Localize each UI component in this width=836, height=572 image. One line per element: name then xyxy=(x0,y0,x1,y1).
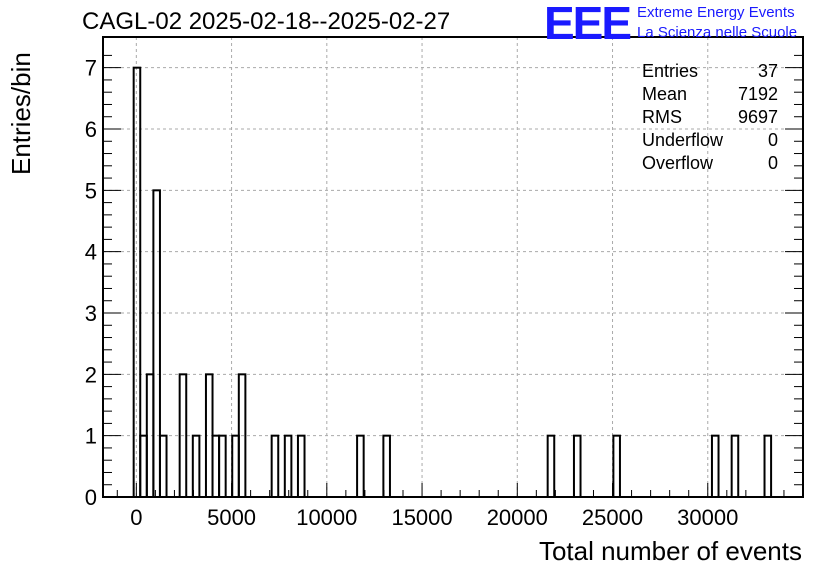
histogram-bin xyxy=(270,434,280,498)
stat-row-overflow: Overflow 0 xyxy=(642,152,778,175)
y-tick-label: 2 xyxy=(85,362,97,387)
histogram-bin xyxy=(710,434,720,498)
stat-value: 9697 xyxy=(737,107,778,127)
histogram-bin xyxy=(356,434,365,498)
logo-subtitle-line1: Extreme Energy Events xyxy=(637,4,795,21)
y-tick-label: 7 xyxy=(85,56,97,81)
stat-row-entries: Entries 37 xyxy=(642,60,778,83)
y-tick-label: 1 xyxy=(85,424,97,449)
histogram-bin xyxy=(296,434,306,498)
histogram-bin xyxy=(283,434,293,498)
grid-lines xyxy=(103,37,803,498)
histogram-bin xyxy=(218,434,227,498)
stat-row-rms: RMS 9697 xyxy=(642,106,778,129)
x-tick-label: 5000 xyxy=(207,505,256,530)
stat-label: Underflow xyxy=(642,130,724,150)
histogram-bin xyxy=(572,434,582,498)
stat-row-underflow: Underflow 0 xyxy=(642,129,778,152)
stat-value: 7192 xyxy=(737,84,778,104)
tick-labels: 0 5000 10000 15000 20000 25000 30000 0 1 2 3 4 5 6 7 xyxy=(85,56,739,530)
histogram-bins xyxy=(132,66,773,499)
stat-value: 37 xyxy=(757,61,778,81)
y-tick-label: 5 xyxy=(85,178,97,203)
y-tick-label: 6 xyxy=(85,117,97,142)
x-tick-label: 25000 xyxy=(582,505,643,530)
x-tick-label: 0 xyxy=(130,505,142,530)
plot-frame xyxy=(102,36,804,498)
histogram-bin xyxy=(612,434,621,498)
histogram-bin xyxy=(191,434,201,498)
y-axis-label: Entries/bin xyxy=(6,52,36,175)
y-tick-label: 4 xyxy=(85,240,97,265)
y-tick-label: 3 xyxy=(85,301,97,326)
stat-label: RMS xyxy=(642,107,682,127)
histogram-bin xyxy=(158,434,168,498)
stat-row-mean: Mean 7192 xyxy=(642,83,778,106)
x-tick-label: 10000 xyxy=(296,505,357,530)
histogram-bin xyxy=(730,434,740,498)
logo-subtitle-line2: La Scienza nelle Scuole xyxy=(637,24,798,41)
x-tick-label: 20000 xyxy=(487,505,548,530)
stat-label: Entries xyxy=(642,61,699,81)
histogram-bin xyxy=(382,434,391,498)
stat-value: 0 xyxy=(767,130,778,150)
stat-value: 0 xyxy=(767,153,778,173)
histogram-bin xyxy=(763,434,773,498)
x-axis-label: Total number of events xyxy=(538,536,802,566)
axis-ticks xyxy=(103,54,803,498)
x-tick-label: 15000 xyxy=(391,505,452,530)
x-tick-label: 30000 xyxy=(677,505,738,530)
stats-box: Entries 37 Mean 7192 RMS 9697 Underflow 0 Ov… xyxy=(642,60,778,175)
histogram-bin xyxy=(546,434,556,498)
histogram-bin xyxy=(132,66,142,499)
stat-label: Overflow xyxy=(642,153,714,173)
y-tick-label: 0 xyxy=(85,485,97,510)
stat-label: Mean xyxy=(642,84,688,104)
chart-title: CAGL-02 2025-02-18--2025-02-27 xyxy=(82,8,451,35)
eee-logo: EEE xyxy=(544,0,632,49)
